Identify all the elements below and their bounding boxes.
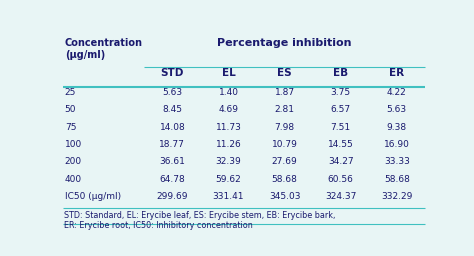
Text: 75: 75 [65, 123, 76, 132]
Text: EL: EL [221, 68, 235, 78]
Text: 332.29: 332.29 [381, 192, 412, 201]
Text: Concentration
(μg/ml): Concentration (μg/ml) [65, 38, 143, 60]
Text: 36.61: 36.61 [159, 157, 185, 166]
Text: 7.51: 7.51 [330, 123, 351, 132]
Text: ES: ES [277, 68, 292, 78]
Text: 59.62: 59.62 [216, 175, 241, 184]
Text: IC50 (μg/ml): IC50 (μg/ml) [65, 192, 121, 201]
Text: 5.63: 5.63 [387, 105, 407, 114]
Text: 58.68: 58.68 [272, 175, 298, 184]
Text: 58.68: 58.68 [384, 175, 410, 184]
Text: 11.73: 11.73 [216, 123, 241, 132]
Text: 34.27: 34.27 [328, 157, 354, 166]
Text: Percentage inhibition: Percentage inhibition [217, 38, 352, 48]
Text: 64.78: 64.78 [160, 175, 185, 184]
Text: 33.33: 33.33 [384, 157, 410, 166]
Text: 345.03: 345.03 [269, 192, 301, 201]
Text: EB: EB [333, 68, 348, 78]
Text: STD: Standard, EL: Erycibe leaf, ES: Erycibe stem, EB: Erycibe bark,
ER: Erycibe: STD: Standard, EL: Erycibe leaf, ES: Ery… [64, 211, 336, 230]
Text: 2.81: 2.81 [274, 105, 294, 114]
Text: ER: ER [389, 68, 404, 78]
Text: 14.08: 14.08 [160, 123, 185, 132]
Text: 27.69: 27.69 [272, 157, 297, 166]
Text: 60.56: 60.56 [328, 175, 354, 184]
Text: 331.41: 331.41 [213, 192, 244, 201]
Text: 4.22: 4.22 [387, 88, 407, 97]
Text: 299.69: 299.69 [156, 192, 188, 201]
Text: 25: 25 [65, 88, 76, 97]
Text: 200: 200 [65, 157, 82, 166]
Text: 16.90: 16.90 [384, 140, 410, 149]
Text: 6.57: 6.57 [330, 105, 351, 114]
Text: 1.87: 1.87 [274, 88, 295, 97]
Text: 100: 100 [65, 140, 82, 149]
Text: STD: STD [161, 68, 184, 78]
Text: 4.69: 4.69 [219, 105, 238, 114]
Text: 18.77: 18.77 [159, 140, 185, 149]
Text: 1.40: 1.40 [219, 88, 238, 97]
Text: 3.75: 3.75 [330, 88, 351, 97]
Text: 11.26: 11.26 [216, 140, 241, 149]
Text: 5.63: 5.63 [162, 88, 182, 97]
Text: 32.39: 32.39 [216, 157, 241, 166]
Text: 324.37: 324.37 [325, 192, 356, 201]
Text: 9.38: 9.38 [387, 123, 407, 132]
Text: 10.79: 10.79 [272, 140, 298, 149]
Text: 14.55: 14.55 [328, 140, 354, 149]
Text: 8.45: 8.45 [163, 105, 182, 114]
Text: 400: 400 [65, 175, 82, 184]
Text: 50: 50 [65, 105, 76, 114]
Text: 7.98: 7.98 [274, 123, 295, 132]
